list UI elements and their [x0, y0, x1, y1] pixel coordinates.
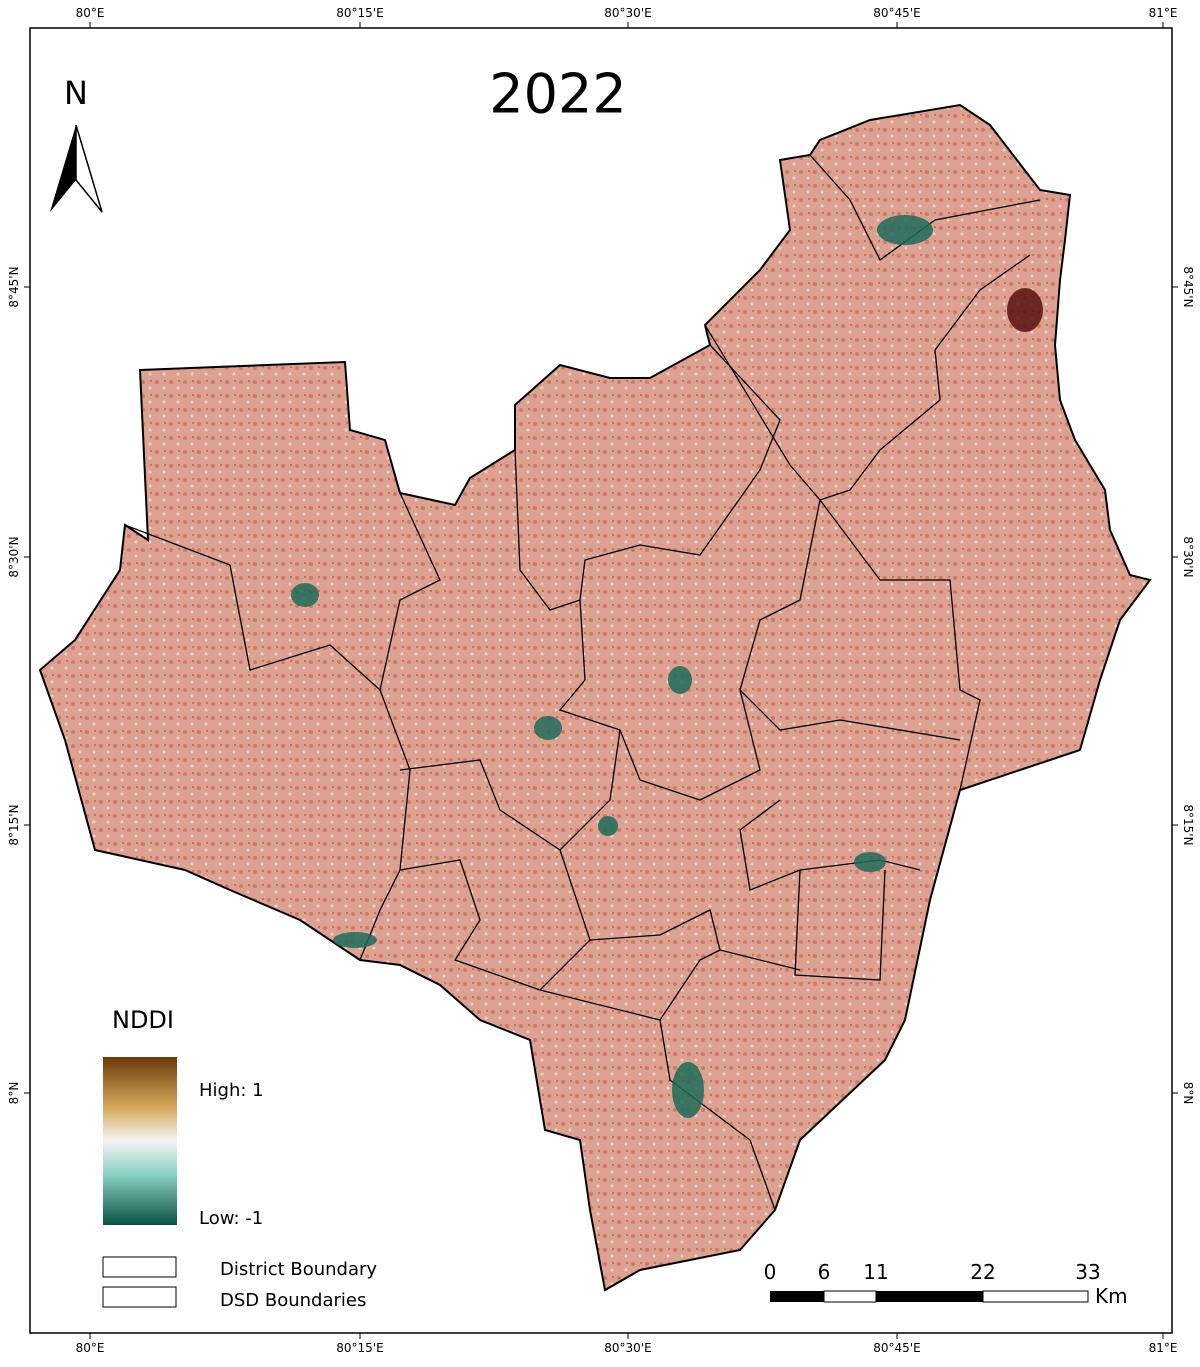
scale-label: 11 [863, 1260, 888, 1284]
lon-label: 80°30'E [604, 1341, 651, 1355]
lat-label: 8°15'N [7, 804, 21, 845]
scale-unit: Km [1095, 1284, 1128, 1308]
scale-bar: Km 0 6 11 22 33 [764, 1260, 1128, 1308]
legend-item: District Boundary [220, 1259, 377, 1280]
legend: NDDI High: 1 Low: -1 District Boundary D… [102, 1006, 377, 1311]
legend-title: NDDI [112, 1006, 174, 1034]
legend-swatch [102, 1286, 177, 1308]
lat-label: 8°30'N [1181, 536, 1195, 577]
lat-label: 8°45'N [1181, 266, 1195, 307]
legend-item: DSD Boundaries [220, 1290, 366, 1311]
scale-label: 0 [764, 1260, 777, 1284]
map-title: 2022 [489, 63, 626, 126]
lat-label: 8°N [1181, 1082, 1195, 1105]
dsd-boundaries [124, 154, 1041, 1211]
lat-label: 8°45'N [7, 266, 21, 307]
lon-label: 80°45'E [873, 1341, 920, 1355]
lon-label: 81°E [1149, 1341, 1178, 1355]
north-arrow: N [50, 74, 103, 213]
lat-label: 8°30'N [7, 536, 21, 577]
legend-gradient [103, 1057, 177, 1225]
legend-swatch [102, 1256, 177, 1278]
district-area [38, 103, 1152, 1292]
lon-label: 80°E [76, 6, 105, 20]
legend-high: High: 1 [199, 1080, 264, 1101]
scale-label: 33 [1075, 1260, 1100, 1284]
lon-label: 80°15'E [336, 1341, 383, 1355]
lon-label: 80°E [76, 1341, 105, 1355]
lat-label: 8°N [7, 1082, 21, 1105]
lon-label: 80°45'E [873, 6, 920, 20]
scale-label: 22 [970, 1260, 995, 1284]
map-frame [29, 27, 1173, 1334]
lat-label: 8°15'N [1181, 804, 1195, 845]
scale-label: 6 [818, 1260, 831, 1284]
lon-label: 80°30'E [604, 6, 651, 20]
legend-low: Low: -1 [199, 1208, 263, 1229]
water-patches [291, 215, 1043, 1118]
lon-label: 81°E [1149, 6, 1178, 20]
lon-label: 80°15'E [336, 6, 383, 20]
north-label: N [64, 74, 88, 112]
